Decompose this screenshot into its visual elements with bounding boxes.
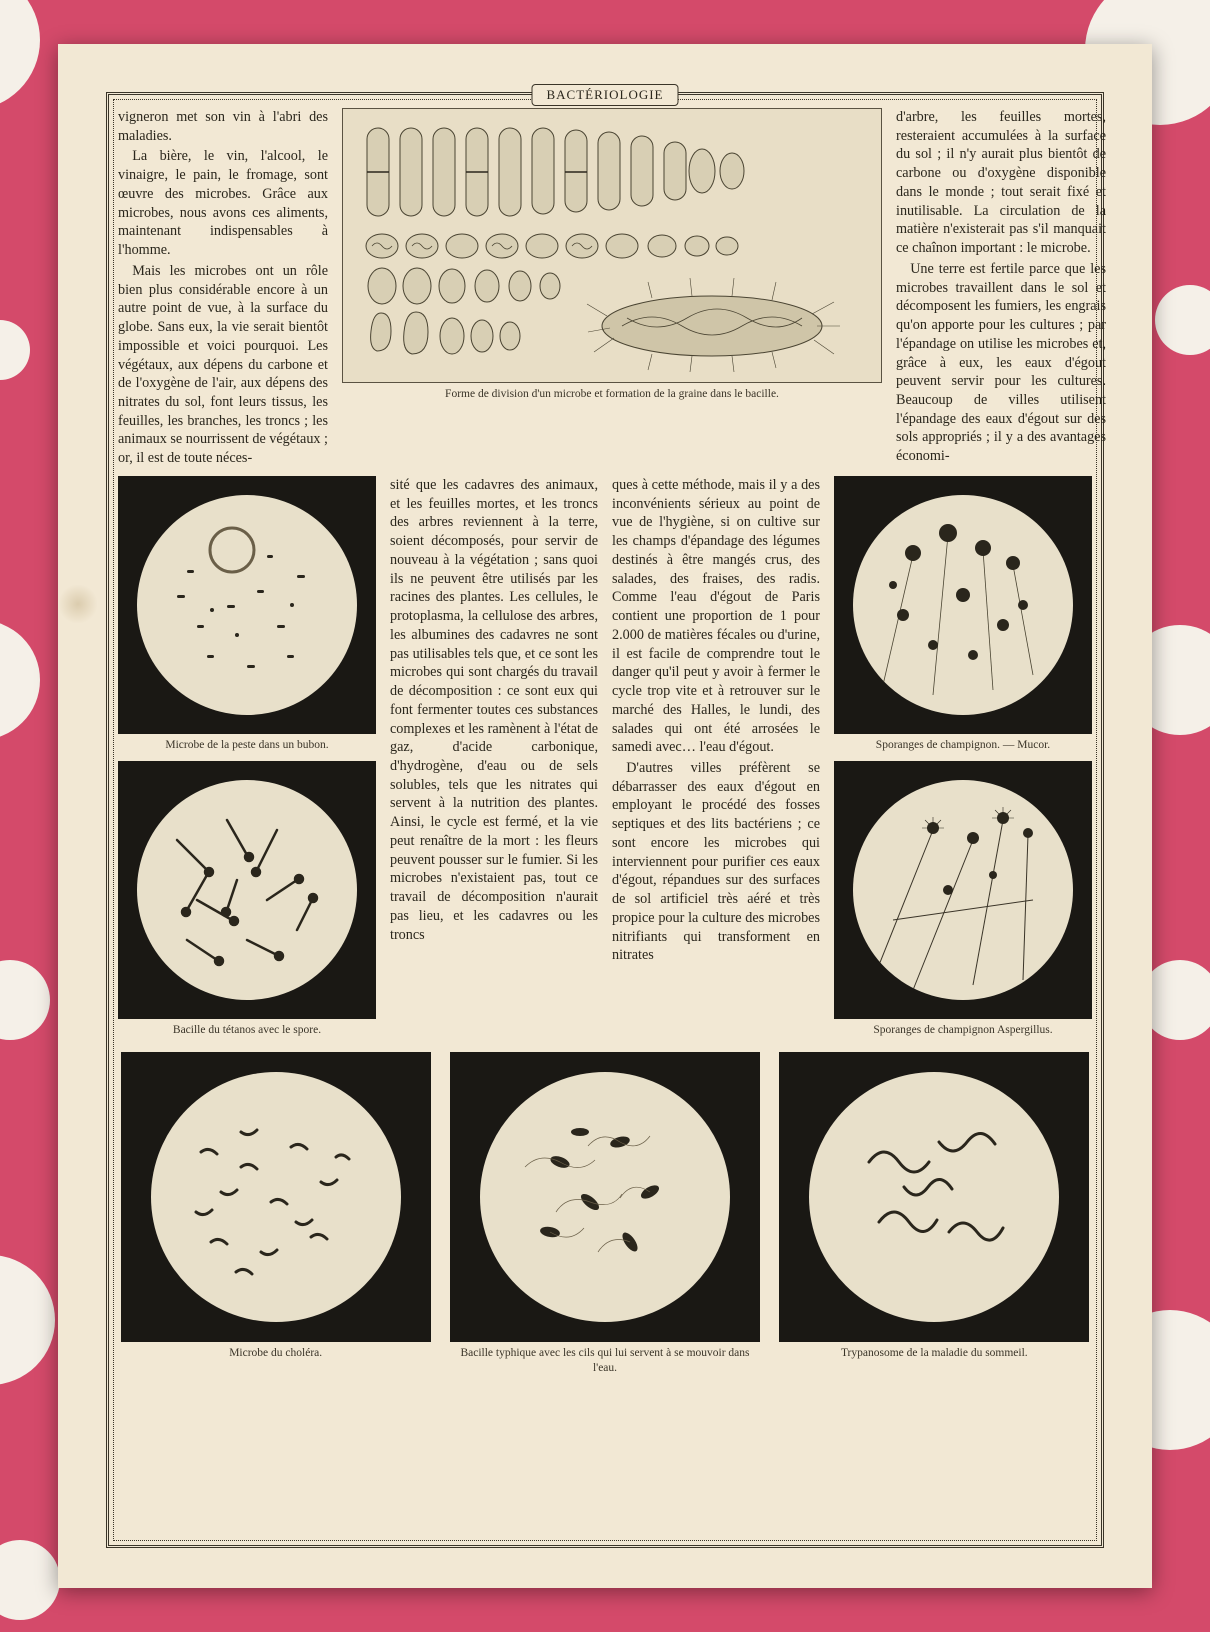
- figure-caption: Forme de division d'un microbe et format…: [342, 387, 882, 402]
- figure-caption: Microbe de la peste dans un bubon.: [118, 738, 376, 753]
- mid-section: Microbe de la peste dans un bubon.: [118, 476, 1092, 1046]
- paragraph: d'arbre, les feuilles mortes, resteraien…: [896, 108, 1106, 258]
- figure-caption: Bacille typhique avec les cils qui lui s…: [447, 1346, 762, 1376]
- right-micro-column: Sporanges de champignon. — Mucor.: [834, 476, 1092, 1046]
- bacillus-illustration: [352, 116, 872, 376]
- figure-peste: [118, 476, 376, 734]
- figure-caption: Sporanges de champignon Aspergillus.: [834, 1023, 1092, 1038]
- bottom-item-1: Microbe du choléra.: [118, 1052, 433, 1384]
- microbe-cholera-icon: [151, 1072, 401, 1322]
- bottom-row: Microbe du choléra.: [118, 1052, 1092, 1384]
- paper-stain: [58, 584, 98, 624]
- microbe-typhique-icon: [480, 1072, 730, 1322]
- microbe-tetanos-icon: [137, 780, 357, 1000]
- figure-caption: Trypanosome de la maladie du sommeil.: [841, 1346, 1028, 1361]
- figure-mucor: [834, 476, 1092, 734]
- top-center-figure-block: Forme de division d'un microbe et format…: [342, 108, 882, 470]
- paragraph: vigneron met son vin à l'abri des maladi…: [118, 108, 328, 145]
- figure-tetanos: [118, 761, 376, 1019]
- paragraph: La bière, le vin, l'alcool, le vinaigre,…: [118, 147, 328, 259]
- figure-caption: Sporanges de champignon. — Mucor.: [834, 738, 1092, 753]
- paragraph: Mais les microbes ont un rôle bien plus …: [118, 262, 328, 468]
- left-micro-column: Microbe de la peste dans un bubon.: [118, 476, 376, 1046]
- figure-caption: Bacille du tétanos avec le spore.: [118, 1023, 376, 1038]
- polka-dot: [1155, 285, 1210, 355]
- figure-caption: Microbe du choléra.: [229, 1346, 322, 1361]
- paragraph: sité que les cadavres des animaux, et le…: [390, 476, 598, 944]
- top-right-column: d'arbre, les feuilles mortes, resteraien…: [896, 108, 1106, 470]
- mid-text-column-1: sité que les cadavres des animaux, et le…: [390, 476, 598, 1046]
- mid-text-column-2: ques à cette méthode, mais il y a des in…: [612, 476, 820, 1046]
- figure-trypanosome: [779, 1052, 1089, 1342]
- top-section: vigneron met son vin à l'abri des maladi…: [118, 108, 1092, 470]
- microbe-trypanosome-icon: [809, 1072, 1059, 1322]
- bottom-item-2: Bacille typhique avec les cils qui lui s…: [447, 1052, 762, 1384]
- polka-dot: [0, 960, 50, 1040]
- microbe-mucor-icon: [853, 495, 1073, 715]
- microbe-aspergillus-icon: [853, 780, 1073, 1000]
- figure-typhique: [450, 1052, 760, 1342]
- page-header-title: BACTÉRIOLOGIE: [532, 84, 679, 106]
- figure-bacillus-division: [342, 108, 882, 383]
- paragraph: D'autres villes préfèrent se débarrasser…: [612, 759, 820, 965]
- polka-dot: [0, 620, 40, 740]
- top-left-column: vigneron met son vin à l'abri des maladi…: [118, 108, 328, 470]
- bottom-item-3: Trypanosome de la maladie du sommeil.: [777, 1052, 1092, 1384]
- polka-dot: [0, 0, 40, 110]
- polka-dot: [0, 1540, 60, 1620]
- polka-background: BACTÉRIOLOGIE vigneron met son vin à l'a…: [0, 0, 1210, 1632]
- polka-dot: [0, 1255, 55, 1385]
- scanned-page: BACTÉRIOLOGIE vigneron met son vin à l'a…: [58, 44, 1152, 1588]
- microbe-peste-icon: [137, 495, 357, 715]
- paragraph: ques à cette méthode, mais il y a des in…: [612, 476, 820, 757]
- polka-dot: [0, 320, 30, 380]
- paragraph: Une terre est fertile parce que les micr…: [896, 260, 1106, 466]
- figure-cholera: [121, 1052, 431, 1342]
- figure-aspergillus: [834, 761, 1092, 1019]
- page-content: vigneron met son vin à l'abri des maladi…: [106, 94, 1104, 1389]
